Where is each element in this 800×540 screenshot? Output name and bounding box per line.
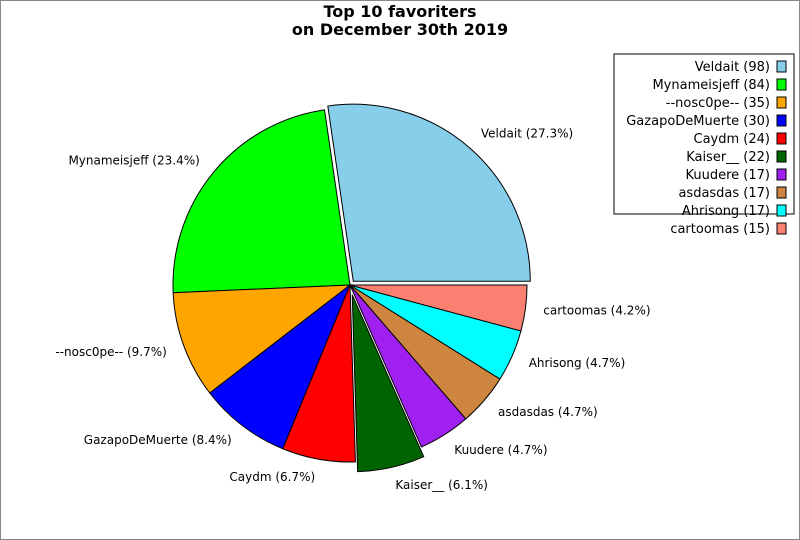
- legend-swatch-veldait: [776, 60, 787, 73]
- slice-label-cartoomas: cartoomas (4.2%): [543, 304, 650, 318]
- legend: Veldait (98) Mynameisjeff (84) --nosc0pe--…: [613, 53, 795, 237]
- legend-label-gazapodemuerte: GazapoDeMuerte (30): [626, 114, 770, 129]
- legend-swatch-gazapodemuerte: [776, 114, 787, 127]
- pie-slice-veldait: [327, 103, 531, 282]
- legend-box: [613, 53, 795, 215]
- legend-swatch-ahrisong: [776, 204, 787, 217]
- legend-label-kaiser: Kaiser__ (22): [686, 150, 770, 165]
- pie-slices: [172, 103, 531, 473]
- legend-label-nosc0pe: --nosc0pe-- (35): [666, 96, 770, 111]
- pie-slice-cartoomas: [349, 284, 528, 332]
- chart-title: Top 10 favoriters: [323, 2, 476, 21]
- slice-labels: Veldait (27.3%) Mynameisjeff (23.4%) --nos…: [55, 127, 650, 492]
- slice-label-veldait: Veldait (27.3%): [481, 127, 573, 141]
- pie-slice-nosc0pe: [172, 284, 352, 394]
- slice-label-nosc0pe: --nosc0pe-- (9.7%): [55, 345, 166, 359]
- chart-subtitle: on December 30th 2019: [292, 20, 508, 39]
- legend-swatch-kuudere: [776, 168, 787, 181]
- slice-label-gazapodemuerte: GazapoDeMuerte (8.4%): [84, 433, 232, 447]
- legend-label-cartoomas: cartoomas (15): [670, 222, 770, 237]
- slice-label-ahrisong: Ahrisong (4.7%): [529, 356, 626, 370]
- slice-label-caydm: Caydm (6.7%): [229, 470, 315, 484]
- slice-label-kaiser: Kaiser__ (6.1%): [395, 478, 488, 492]
- legend-swatch-cartoomas: [776, 222, 787, 235]
- slice-label-kuudere: Kuudere (4.7%): [454, 443, 547, 457]
- legend-swatch-nosc0pe: [776, 96, 787, 109]
- legend-swatch-mynameisjeff: [776, 78, 787, 91]
- pie-slice-kaiser: [351, 294, 425, 473]
- legend-label-mynameisjeff: Mynameisjeff (84): [652, 78, 770, 93]
- legend-label-ahrisong: Ahrisong (17): [682, 204, 770, 219]
- pie-slice-gazapodemuerte: [209, 283, 352, 450]
- legend-swatch-asdasdas: [776, 186, 787, 199]
- legend-label-kuudere: Kuudere (17): [686, 168, 770, 183]
- legend-swatch-caydm: [776, 132, 787, 145]
- pie-slice-mynameisjeff: [172, 109, 351, 294]
- pie-slice-caydm: [282, 284, 356, 463]
- slice-label-mynameisjeff: Mynameisjeff (23.4%): [68, 154, 199, 168]
- legend-label-asdasdas: asdasdas (17): [678, 186, 770, 201]
- legend-label-veldait: Veldait (98): [695, 60, 770, 75]
- legend-label-caydm: Caydm (24): [694, 132, 770, 147]
- legend-swatch-kaiser: [776, 150, 787, 163]
- slice-label-asdasdas: asdasdas (4.7%): [498, 405, 598, 419]
